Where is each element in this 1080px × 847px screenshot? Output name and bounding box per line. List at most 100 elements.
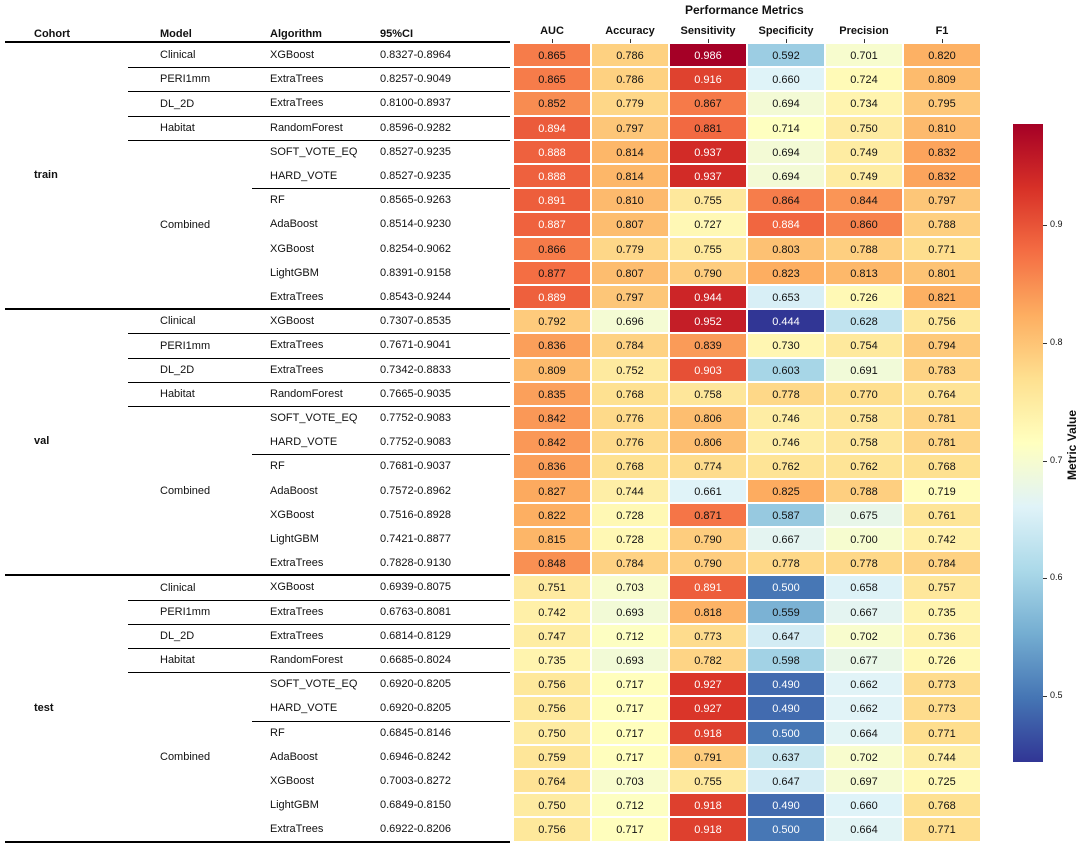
model-divider — [128, 91, 510, 93]
ci-label: 0.8527-0.9235 — [380, 145, 451, 158]
model-divider — [128, 115, 510, 117]
heatmap-cell: 0.918 — [669, 793, 747, 818]
heatmap-cell: 0.783 — [903, 357, 981, 382]
heatmap-cell: 0.788 — [903, 212, 981, 237]
ci-label: 0.8543-0.9244 — [380, 291, 451, 303]
heatmap-cell: 0.490 — [747, 672, 825, 697]
heatmap-cell: 0.759 — [513, 744, 591, 769]
heatmap-cell: 0.807 — [591, 260, 669, 285]
ci-label: 0.7752-0.9083 — [380, 436, 451, 449]
ci-label: 0.7665-0.9035 — [380, 387, 451, 400]
heatmap-cell: 0.703 — [591, 575, 669, 600]
ci-label: 0.7307-0.8535 — [380, 315, 451, 328]
heatmap-cell: 0.776 — [591, 430, 669, 455]
ci-label: 0.7516-0.8928 — [380, 508, 451, 521]
heatmap-cell: 0.952 — [669, 309, 747, 334]
algorithm-label: SOFT_VOTE_EQ — [270, 678, 358, 691]
model-label: PERI1mm — [160, 73, 211, 86]
colorbar-tick — [1043, 342, 1047, 344]
ci-label: 0.7671-0.9041 — [380, 339, 451, 352]
heatmap-cell: 0.790 — [669, 551, 747, 576]
heatmap-cell: 0.792 — [513, 309, 591, 334]
heatmap-cell: 0.788 — [825, 478, 903, 503]
colorbar — [1013, 124, 1043, 762]
heatmap-cell: 0.755 — [669, 769, 747, 794]
algorithm-label: RandomForest — [270, 654, 343, 666]
heatmap-cell: 0.719 — [903, 478, 981, 503]
model-divider — [128, 333, 510, 335]
heatmap-cell: 0.728 — [591, 502, 669, 527]
ci-label: 0.6939-0.8075 — [380, 581, 451, 594]
algorithm-label: ExtraTrees — [270, 605, 324, 618]
heatmap-cell: 0.773 — [903, 672, 981, 697]
heatmap-cell: 0.734 — [825, 91, 903, 116]
heatmap-cell: 0.744 — [591, 478, 669, 503]
heatmap-cell: 0.694 — [747, 164, 825, 189]
heatmap-cell: 0.662 — [825, 672, 903, 697]
colorbar-tick — [1043, 225, 1047, 227]
heatmap-cell: 0.490 — [747, 793, 825, 818]
heatmap-cell: 0.848 — [513, 551, 591, 576]
heatmap-cell: 0.888 — [513, 164, 591, 189]
colorbar-tick — [1043, 696, 1047, 698]
heatmap-cell: 0.881 — [669, 115, 747, 140]
heatmap-cell: 0.750 — [825, 115, 903, 140]
ci-label: 0.6685-0.8024 — [380, 654, 451, 666]
ci-label: 0.8514-0.9230 — [380, 218, 451, 231]
heatmap-cell: 0.894 — [513, 115, 591, 140]
heatmap-cell: 0.500 — [747, 575, 825, 600]
heatmap-cell: 0.794 — [903, 333, 981, 358]
heatmap-cell: 0.927 — [669, 696, 747, 721]
heatmap-cell: 0.877 — [513, 260, 591, 285]
heatmap-cell: 0.842 — [513, 406, 591, 431]
algorithm-label: AdaBoost — [270, 484, 318, 497]
heatmap-cell: 0.795 — [903, 91, 981, 116]
heatmap-cell: 0.844 — [825, 188, 903, 213]
algorithm-label: ExtraTrees — [270, 629, 324, 642]
algorithm-label: ExtraTrees — [270, 823, 324, 836]
heatmap-cell: 0.806 — [669, 406, 747, 431]
ci-label: 0.6814-0.8129 — [380, 629, 451, 642]
algorithm-label: ExtraTrees — [270, 363, 324, 376]
heatmap-cell: 0.717 — [591, 817, 669, 842]
heatmap-cell: 0.867 — [669, 91, 747, 116]
metric-header-f1: F1 — [935, 25, 949, 37]
heatmap-cell: 0.742 — [903, 527, 981, 552]
heatmap-cell: 0.790 — [669, 260, 747, 285]
heatmap-cell: 0.758 — [825, 430, 903, 455]
heatmap-cell: 0.764 — [513, 769, 591, 794]
heatmap-cell: 0.661 — [669, 478, 747, 503]
ci-label: 0.6922-0.8206 — [380, 823, 451, 836]
heatmap-cell: 0.717 — [591, 696, 669, 721]
heatmap-cell: 0.927 — [669, 672, 747, 697]
heatmap-cell: 0.852 — [513, 91, 591, 116]
ci-label: 0.8527-0.9235 — [380, 170, 451, 182]
model-divider — [128, 67, 510, 69]
heatmap-cell: 0.726 — [903, 648, 981, 673]
heatmap-cell: 0.986 — [669, 43, 747, 68]
heatmap-cell: 0.801 — [903, 260, 981, 285]
algorithm-label: HARD_VOTE — [270, 170, 338, 182]
heatmap-cell: 0.865 — [513, 43, 591, 68]
metric-tick — [552, 39, 553, 43]
heatmap-cell: 0.727 — [669, 212, 747, 237]
heatmap-cell: 0.694 — [747, 139, 825, 164]
heatmap-cell: 0.667 — [747, 527, 825, 552]
algorithm-label: AdaBoost — [270, 218, 318, 231]
heatmap-cell: 0.814 — [591, 139, 669, 164]
ci-label: 0.6763-0.8081 — [380, 605, 451, 618]
algorithm-label: ExtraTrees — [270, 557, 324, 570]
ci-label: 0.7828-0.9130 — [380, 557, 451, 570]
colorbar-tick — [1043, 578, 1047, 580]
heatmap-cell: 0.637 — [747, 744, 825, 769]
heatmap-cell: 0.444 — [747, 309, 825, 334]
metric-header-auc: AUC — [540, 25, 564, 37]
model-label: Combined — [160, 750, 211, 763]
cohort-divider — [5, 574, 510, 577]
heatmap-cell: 0.750 — [513, 793, 591, 818]
metric-tick — [942, 39, 943, 43]
heatmap-cell: 0.717 — [591, 720, 669, 745]
heatmap-cell: 0.773 — [669, 623, 747, 648]
heatmap-cell: 0.809 — [903, 67, 981, 92]
heatmap-cell: 0.809 — [513, 357, 591, 382]
